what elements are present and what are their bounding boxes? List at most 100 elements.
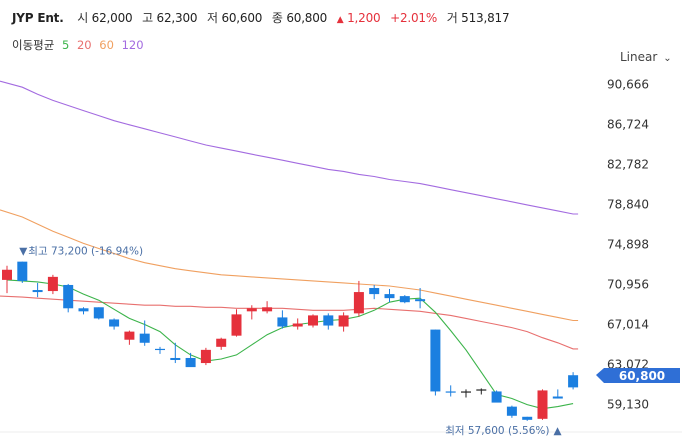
candle-body bbox=[353, 292, 364, 314]
y-tick-label: 67,014 bbox=[607, 317, 649, 331]
candle bbox=[124, 330, 135, 345]
candle bbox=[2, 265, 12, 294]
candle-body bbox=[369, 288, 380, 295]
candle bbox=[506, 405, 517, 418]
candles bbox=[2, 261, 579, 421]
current-price-label: 60,800 bbox=[619, 369, 665, 383]
candle bbox=[430, 329, 441, 396]
ma-120-label[interactable]: 120 bbox=[121, 38, 144, 52]
candle-body bbox=[109, 319, 120, 327]
ma-60-label[interactable]: 60 bbox=[99, 38, 114, 52]
price-tag-shape bbox=[596, 368, 680, 383]
scale-selector[interactable]: Linear ⌄ bbox=[620, 50, 672, 64]
candle-body bbox=[155, 348, 165, 351]
ma-5-line bbox=[6, 279, 574, 410]
candle bbox=[155, 346, 165, 354]
high-value: 62,300 bbox=[156, 11, 198, 25]
candle-body bbox=[292, 323, 303, 327]
high-label: 고 bbox=[142, 11, 153, 25]
candle bbox=[109, 318, 120, 330]
high-annotation: 최고 73,200 (-16.94%) bbox=[28, 246, 143, 258]
candle-body bbox=[537, 390, 548, 419]
candle bbox=[338, 312, 349, 332]
low-annotation: 최저 57,600 (5.56%) bbox=[445, 425, 549, 437]
candle-body bbox=[63, 284, 74, 309]
candle-body bbox=[124, 331, 135, 340]
candle-body bbox=[552, 396, 563, 399]
low-label: 저 bbox=[206, 11, 218, 25]
candle-body bbox=[17, 261, 28, 281]
candle bbox=[537, 389, 548, 420]
candle-body bbox=[246, 308, 257, 312]
candle bbox=[139, 320, 150, 346]
high-arrow-icon: ▼ bbox=[19, 246, 28, 258]
candle-body bbox=[170, 357, 181, 361]
candle bbox=[185, 352, 196, 368]
candle-body bbox=[323, 315, 334, 326]
ma-60-line bbox=[0, 209, 579, 322]
candle bbox=[568, 372, 579, 390]
y-tick-label: 86,724 bbox=[607, 118, 649, 132]
candle-body bbox=[139, 333, 150, 343]
candle-body bbox=[262, 307, 273, 312]
candle bbox=[522, 416, 533, 421]
candle bbox=[461, 389, 471, 398]
candle bbox=[32, 282, 43, 298]
candle-body bbox=[476, 389, 487, 391]
candle-body bbox=[200, 349, 211, 364]
candle-body bbox=[430, 329, 441, 392]
candle-body bbox=[2, 269, 12, 280]
candle-body bbox=[506, 406, 517, 416]
ma-20-line bbox=[0, 295, 579, 350]
volume-value: 513,817 bbox=[461, 11, 510, 25]
candle-body bbox=[461, 391, 471, 393]
candle bbox=[93, 307, 104, 320]
moving-average-label: 이동평균 bbox=[12, 38, 55, 52]
candle bbox=[78, 307, 89, 315]
y-tick-label: 78,840 bbox=[607, 197, 649, 211]
candle bbox=[277, 310, 288, 329]
candle bbox=[246, 305, 257, 320]
change-percent: +2.01% bbox=[390, 11, 438, 25]
y-tick-label: 59,130 bbox=[607, 397, 649, 411]
candle-body bbox=[338, 315, 349, 327]
ma-5-label[interactable]: 5 bbox=[61, 38, 70, 52]
candle-body bbox=[415, 299, 426, 302]
annotations: ▼ 최고 73,200 (-16.94%) 최저 57,600 (5.56%) ▲ bbox=[19, 246, 562, 437]
change-arrow-icon: ▲ bbox=[336, 15, 344, 25]
moving-average-legend: 이동평균 5 20 60 120 bbox=[12, 37, 148, 53]
candle bbox=[353, 280, 364, 317]
low-value: 60,600 bbox=[221, 11, 263, 25]
candle bbox=[415, 288, 426, 309]
candle-body bbox=[568, 375, 579, 388]
candle-body bbox=[47, 276, 58, 292]
y-tick-label: 74,898 bbox=[607, 237, 649, 251]
candle bbox=[262, 301, 273, 314]
candle bbox=[476, 388, 487, 395]
candle bbox=[216, 337, 227, 350]
candle-body bbox=[399, 296, 410, 303]
candle-body bbox=[231, 314, 242, 336]
price-summary: JYP Ent. 시 62,000 고 62,300 저 60,600 종 60… bbox=[12, 9, 515, 26]
close-label: 종 bbox=[271, 11, 283, 25]
candle bbox=[17, 261, 28, 283]
chevron-down-icon: ⌄ bbox=[663, 53, 672, 64]
candle bbox=[369, 284, 380, 300]
change-value: 1,200 bbox=[347, 11, 381, 25]
candle bbox=[308, 314, 318, 328]
candle bbox=[552, 389, 563, 399]
ma-20-label[interactable]: 20 bbox=[76, 38, 92, 52]
candle bbox=[292, 318, 303, 330]
current-price-tag: 60,800 bbox=[596, 368, 680, 383]
candle-body bbox=[522, 416, 533, 420]
candle-body bbox=[216, 338, 227, 347]
candle-body bbox=[185, 357, 196, 368]
candle bbox=[231, 309, 242, 337]
candle bbox=[399, 295, 410, 304]
candle bbox=[384, 289, 395, 303]
y-tick-label: 90,666 bbox=[607, 78, 649, 92]
scale-label: Linear bbox=[620, 50, 658, 64]
open-value: 62,000 bbox=[91, 11, 133, 25]
low-arrow-icon: ▲ bbox=[554, 425, 563, 437]
